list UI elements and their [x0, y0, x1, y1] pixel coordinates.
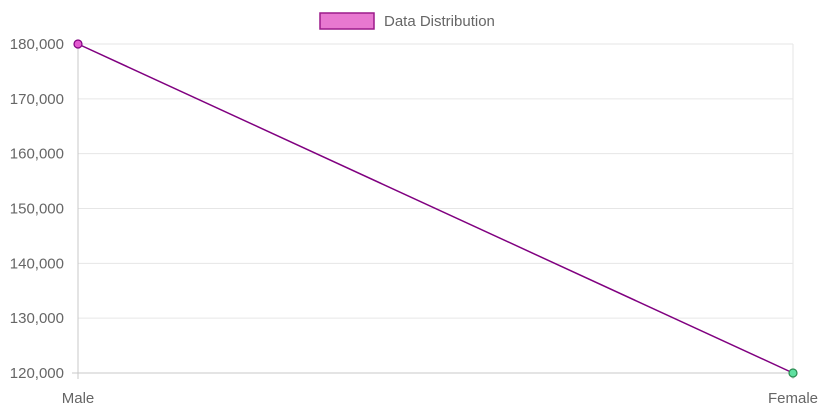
y-tick-label: 150,000	[10, 201, 64, 218]
data-points	[73, 39, 798, 378]
series-lines	[77, 43, 794, 374]
y-tick-label: 170,000	[10, 91, 64, 108]
x-tick-label: Male	[62, 390, 95, 407]
series-line	[77, 43, 794, 374]
y-tick-label: 140,000	[10, 255, 64, 272]
legend-label[interactable]: Data Distribution	[384, 13, 495, 30]
y-tick-label: 120,000	[10, 365, 64, 382]
x-tick-labels: Male Female	[62, 390, 818, 407]
y-tick-label: 130,000	[10, 310, 64, 327]
data-point-male[interactable]	[73, 39, 83, 49]
y-tick-labels: 120,000 130,000 140,000 150,000 160,000 170,0…	[10, 36, 64, 382]
data-point-female[interactable]	[788, 368, 798, 378]
axes	[72, 44, 794, 379]
legend-swatch[interactable]	[319, 12, 375, 30]
legend[interactable]: Data Distribution	[319, 12, 495, 30]
y-tick-label: 180,000	[10, 36, 64, 53]
x-tick-label: Female	[768, 390, 818, 407]
y-tick-label: 160,000	[10, 146, 64, 163]
